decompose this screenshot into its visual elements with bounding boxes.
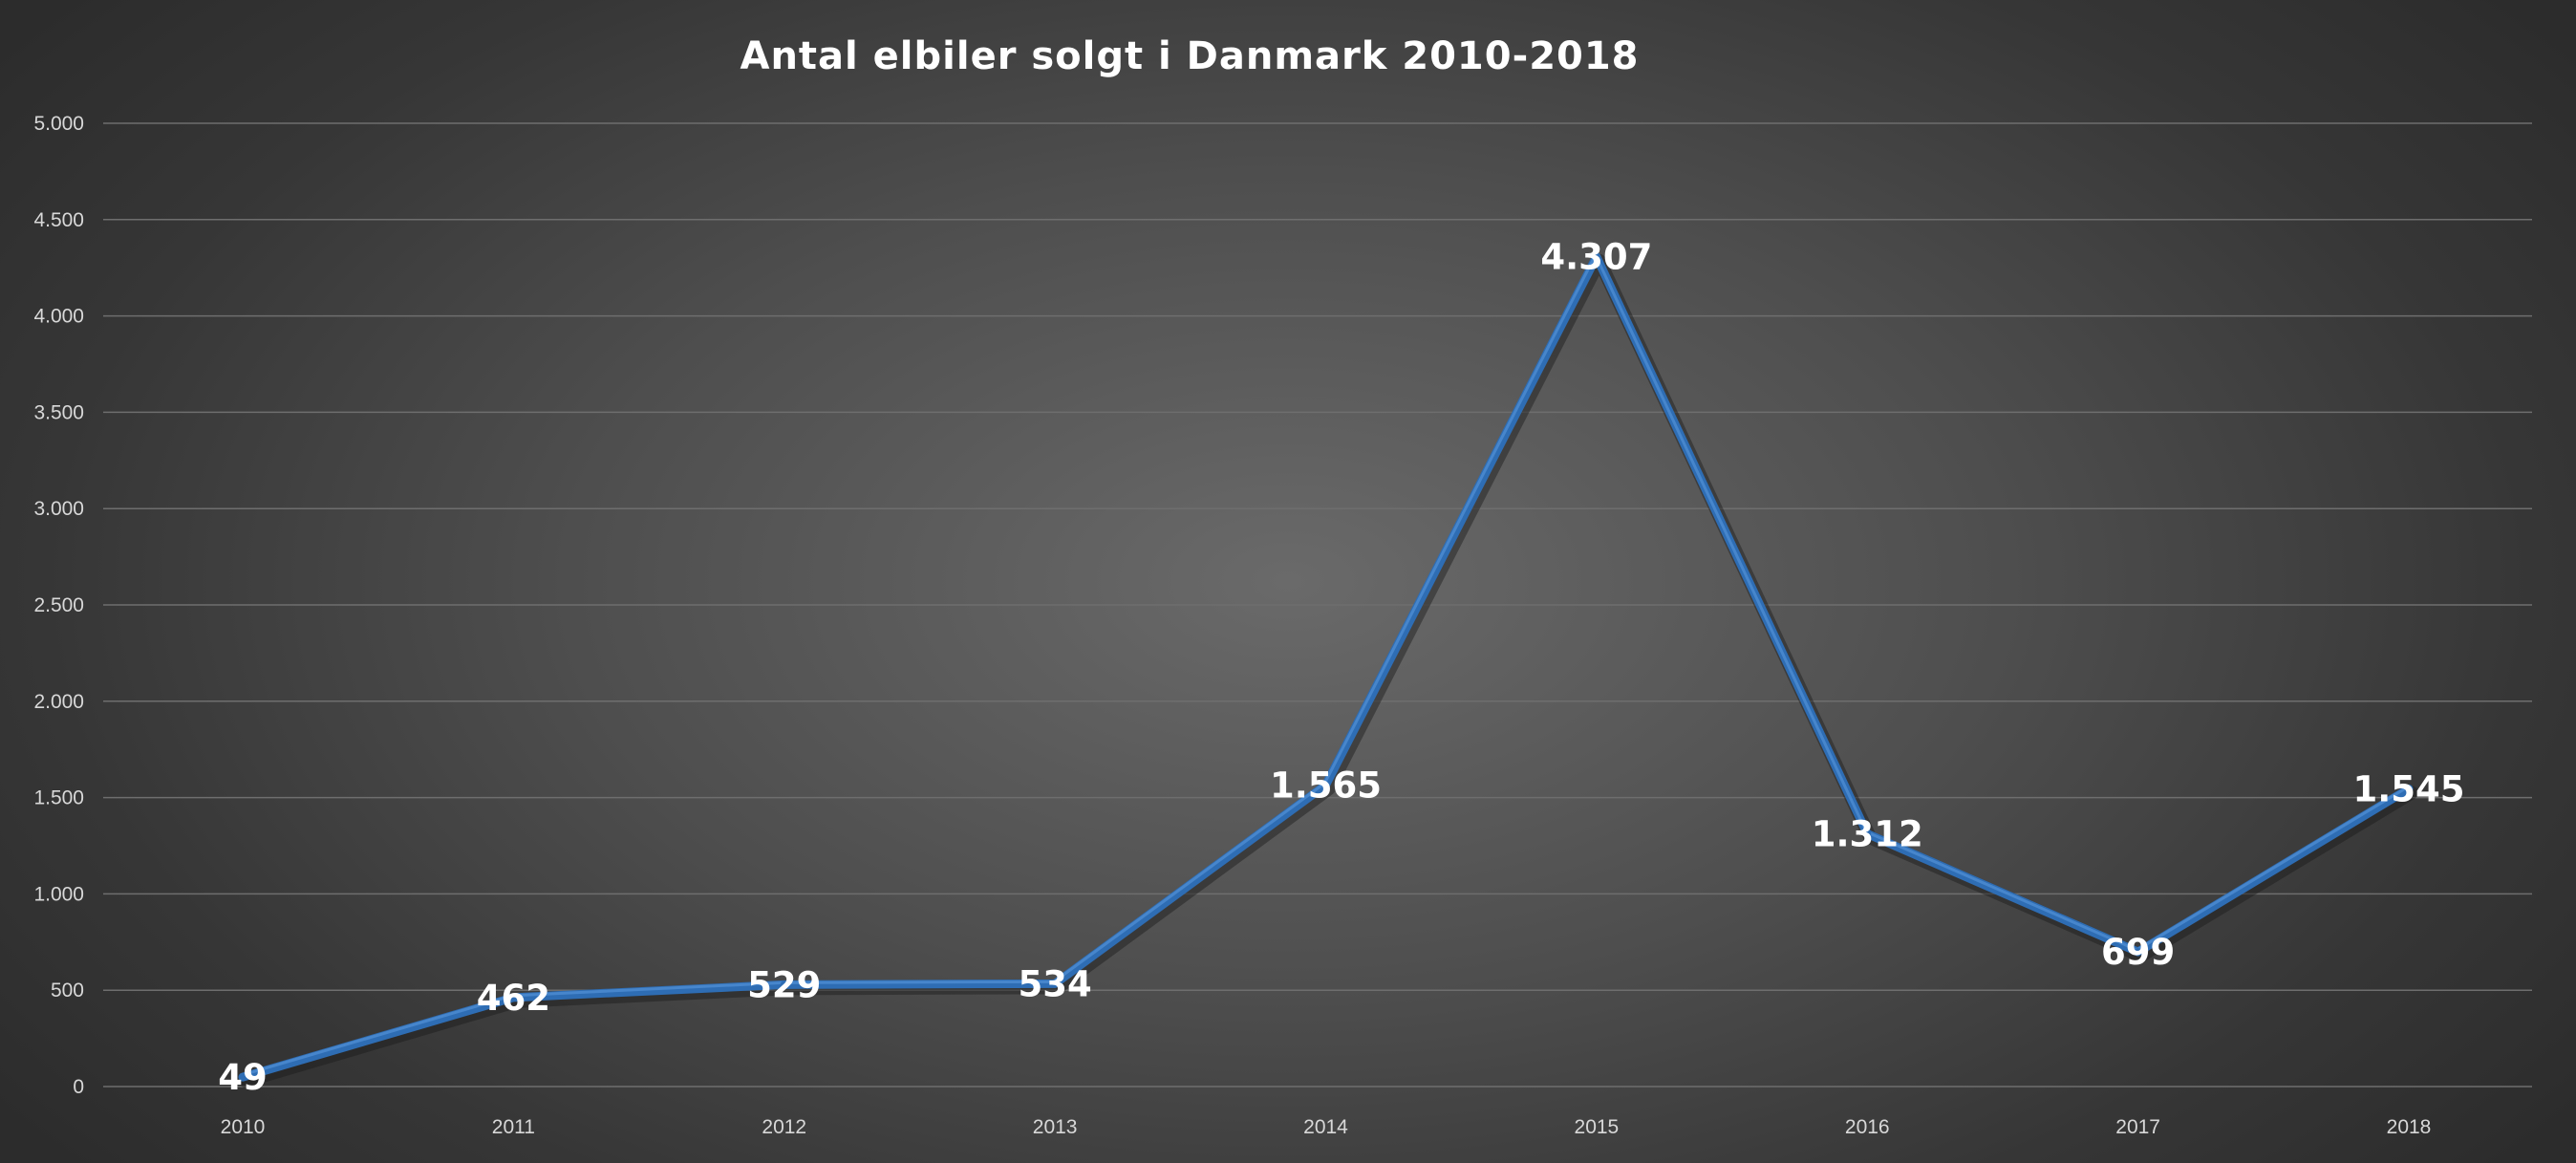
data-label: 529: [747, 964, 821, 1005]
x-tick-label: 2018: [2387, 1116, 2432, 1138]
series-line: [238, 252, 2414, 1082]
data-point: [1321, 781, 1330, 789]
x-tick-label: 2011: [492, 1116, 535, 1138]
data-labels: 49 462 529 534 1.565 4.307 1.312 699 1.545: [218, 237, 2464, 1098]
x-tick-label: 2014: [1303, 1116, 1348, 1138]
data-label: 534: [1019, 963, 1092, 1004]
data-label: 1.312: [1812, 814, 1923, 855]
series-line-shadow: [239, 253, 2418, 1088]
data-point: [780, 980, 788, 989]
data-point: [239, 1073, 247, 1082]
y-tick-label: 1.500: [33, 787, 84, 809]
data-point: [1051, 980, 1060, 988]
data-label: 462: [477, 978, 550, 1019]
series-line-highlight: [240, 253, 2410, 1077]
data-point: [509, 993, 518, 1001]
y-tick-label: 4.500: [33, 209, 84, 231]
y-axis: 0 500 1.000 1.500 2.000 2.500 3.000 3.500 4.000 4…: [33, 113, 84, 1098]
series: [238, 252, 2418, 1088]
y-tick-label: 4.000: [33, 306, 84, 328]
chart-title: Antal elbiler solgt i Danmark 2010-2018: [740, 34, 1639, 78]
y-tick-label: 500: [51, 980, 84, 1001]
y-tick-label: 1.000: [33, 883, 84, 905]
y-tick-label: 2.500: [33, 594, 84, 616]
x-tick-label: 2012: [762, 1116, 806, 1138]
x-tick-label: 2010: [221, 1116, 266, 1138]
data-label: 699: [2101, 932, 2175, 973]
y-tick-label: 3.000: [33, 498, 84, 520]
gridlines: [103, 122, 2532, 1088]
y-tick-label: 2.000: [33, 691, 84, 713]
data-label: 49: [218, 1057, 268, 1098]
data-point: [2405, 785, 2413, 793]
data-label: 1.545: [2352, 769, 2464, 810]
x-axis: 2010 2011 2012 2013 2014 2015 2016 2017 2018: [221, 1116, 2432, 1138]
data-label: 4.307: [1540, 237, 1652, 278]
x-tick-label: 2016: [1845, 1116, 1890, 1138]
data-point: [2134, 948, 2142, 957]
data-point: [1863, 829, 1872, 838]
data-point: [1592, 252, 1600, 261]
x-tick-label: 2013: [1033, 1116, 1078, 1138]
y-tick-label: 3.500: [33, 401, 84, 423]
data-label: 1.565: [1270, 765, 1382, 806]
y-tick-label: 5.000: [33, 113, 84, 135]
y-tick-label: 0: [73, 1076, 84, 1098]
x-tick-label: 2017: [2115, 1116, 2160, 1138]
x-tick-label: 2015: [1575, 1116, 1620, 1138]
